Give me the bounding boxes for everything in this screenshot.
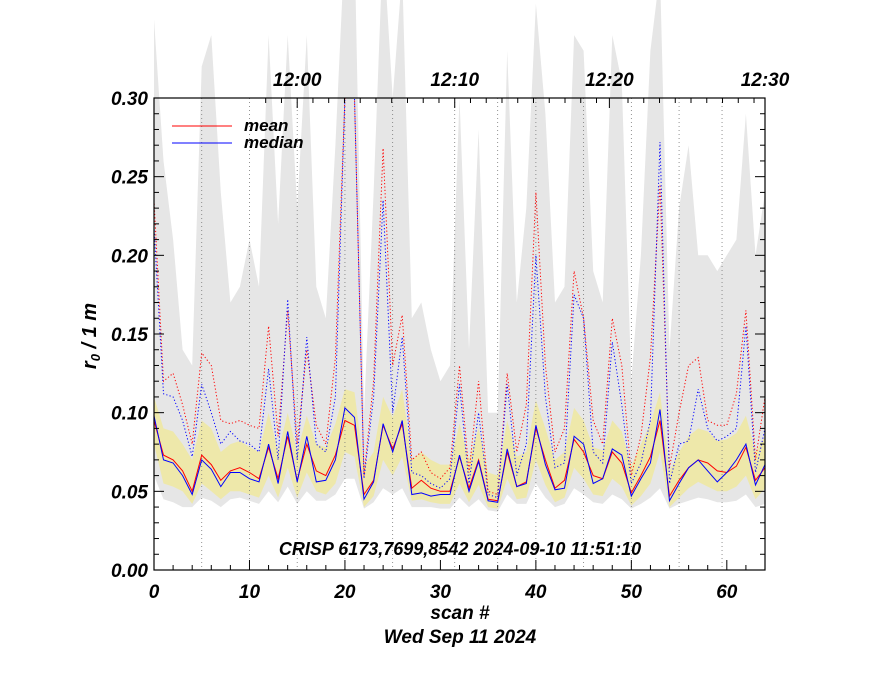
x-tick-label: 10 [239,582,261,603]
y-tick-label: 0.00 [111,561,148,582]
legend-label-mean: mean [244,116,288,135]
x-tick-label: 0 [149,582,160,603]
time-tick-label: 12:30 [741,70,790,91]
annotation-text: CRISP 6173,7699,8542 2024-09-10 11:51:10 [279,539,641,559]
x-tick-label: 60 [716,582,738,603]
minute-gridlines [201,98,723,570]
date-label: Wed Sep 11 2024 [384,627,537,648]
time-tick-label: 12:00 [273,70,322,91]
y-tick-label: 0.15 [111,325,148,346]
outer-band [154,0,765,512]
y-tick-label: 0.25 [111,168,148,189]
series-median [154,406,765,503]
x-tick-label: 50 [621,582,643,603]
time-tick-label: 12:10 [430,70,479,91]
x-tick-label: 30 [430,582,452,603]
x-axis-label: scan # [430,603,490,624]
time-tick-label: 12:20 [585,70,634,91]
legend: mean median [172,116,304,152]
inner-band [154,389,765,509]
series-median-upper [154,97,765,499]
y-axis-label-main: r [79,360,101,369]
y-tick-label: 0.10 [111,404,148,425]
y-tick-label: 0.20 [111,246,148,267]
series-lines [154,97,765,503]
confidence-bands [154,0,765,512]
y-tick-label: 0.30 [111,89,148,110]
axis-ticks: 0 10 20 30 40 50 60 12:00 12:10 12:20 12:30 0.00 0.0… [111,70,790,603]
legend-label-median: median [244,133,304,152]
x-tick-label: 20 [333,582,356,603]
y-axis-label-unit: / 1 m [79,303,101,354]
x-tick-label: 40 [524,582,547,603]
y-tick-label: 0.05 [111,482,148,503]
y-axis-label: r0 / 1 m [79,303,103,369]
y-axis-label-subscript: 0 [88,353,103,361]
